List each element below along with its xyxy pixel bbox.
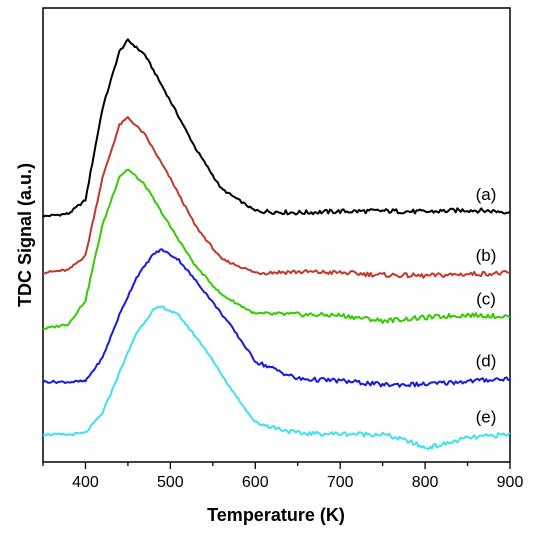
- x-tick-label: 800: [412, 474, 439, 491]
- x-tick-label: 500: [157, 474, 184, 491]
- series-line-b: [42, 116, 511, 279]
- x-axis-ticks: [42, 462, 511, 469]
- series-group: [42, 38, 511, 451]
- x-tick-label: 700: [327, 474, 354, 491]
- x-axis-tick-labels: 400 500 600 700 800 900: [72, 474, 523, 491]
- x-axis-title: Temperature (K): [207, 505, 345, 525]
- series-label-a: (a): [476, 185, 497, 204]
- plot-frame: [42, 7, 511, 463]
- series-line-d: [42, 248, 511, 388]
- series-line-e: [42, 305, 511, 451]
- series-label-c: (c): [476, 290, 496, 309]
- series-line-c: [42, 168, 511, 331]
- x-tick-label: 600: [242, 474, 269, 491]
- series-label-d: (d): [476, 351, 497, 370]
- series-line-a: [42, 38, 511, 218]
- x-tick-label: 900: [497, 474, 524, 491]
- y-axis-title: TDC Signal (a.u.): [15, 163, 35, 307]
- series-labels: (a) (b) (c) (d) (e): [476, 185, 497, 426]
- series-label-b: (b): [476, 246, 497, 265]
- series-label-e: (e): [476, 407, 497, 426]
- x-tick-label: 400: [72, 474, 99, 491]
